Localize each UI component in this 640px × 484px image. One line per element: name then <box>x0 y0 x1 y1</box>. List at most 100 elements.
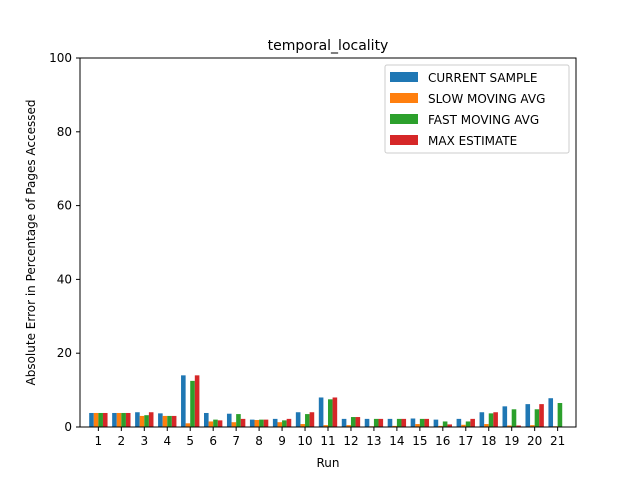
bar-slow-moving-avg-run-15 <box>415 424 420 427</box>
x-tick-label: 18 <box>481 434 496 448</box>
bar-slow-moving-avg-run-3 <box>139 415 145 427</box>
x-tick-label: 4 <box>163 434 171 448</box>
bar-max-estimate-run-15 <box>424 418 430 427</box>
x-tick-label: 8 <box>255 434 263 448</box>
bar-fast-moving-avg-run-2 <box>121 412 126 427</box>
bar-max-estimate-run-12 <box>355 417 361 427</box>
x-tick-label: 16 <box>435 434 450 448</box>
bar-max-estimate-run-7 <box>240 418 246 427</box>
bar-fast-moving-avg-run-15 <box>419 418 425 427</box>
x-tick-label: 11 <box>320 434 335 448</box>
bar-max-estimate-run-14 <box>401 418 407 427</box>
x-tick-label: 19 <box>504 434 519 448</box>
bar-fast-moving-avg-run-12 <box>350 417 356 427</box>
bar-fast-moving-avg-run-21 <box>557 403 563 427</box>
bar-fast-moving-avg-run-6 <box>213 419 218 427</box>
bar-slow-moving-avg-run-20 <box>530 425 535 427</box>
x-axis-label: Run <box>316 456 339 470</box>
bar-max-estimate-run-20 <box>539 404 544 427</box>
bar-slow-moving-avg-run-4 <box>162 415 168 427</box>
bar-slow-moving-avg-run-19 <box>507 425 512 427</box>
x-tick-label: 15 <box>412 434 427 448</box>
x-tick-label: 7 <box>232 434 240 448</box>
bar-max-estimate-run-5 <box>194 375 200 427</box>
bar-current-sample-run-11 <box>318 397 324 427</box>
bar-slow-moving-avg-run-11 <box>323 425 328 427</box>
legend-box <box>384 64 570 154</box>
bar-max-estimate-run-6 <box>217 420 223 427</box>
bar-fast-moving-avg-run-1 <box>98 412 103 427</box>
bar-max-estimate-run-4 <box>171 415 177 427</box>
bar-max-estimate-run-2 <box>125 412 131 427</box>
bar-fast-moving-avg-run-7 <box>236 414 241 427</box>
bar-current-sample-run-1 <box>89 412 94 427</box>
bar-max-estimate-run-18 <box>493 412 498 427</box>
chart-title: temporal_locality <box>268 38 389 54</box>
x-tick-label: 2 <box>118 434 126 448</box>
legend-swatch-max-estimate <box>390 135 418 145</box>
bar-current-sample-run-17 <box>456 418 462 427</box>
bar-current-sample-run-16 <box>433 419 439 427</box>
y-tick-label: 100 <box>49 51 72 65</box>
legend-label: SLOW MOVING AVG <box>428 92 545 106</box>
x-tick-label: 13 <box>366 434 381 448</box>
legend: CURRENT SAMPLE SLOW MOVING AVG FAST MOVING… <box>384 64 570 154</box>
bar-current-sample-run-6 <box>204 412 209 427</box>
y-axis: 0 20 40 60 80 100 <box>49 51 80 434</box>
x-tick-label: 14 <box>389 434 404 448</box>
bar-max-estimate-run-16 <box>447 424 452 427</box>
bar-current-sample-run-2 <box>112 412 117 427</box>
bar-current-sample-run-5 <box>181 375 186 427</box>
bar-current-sample-run-4 <box>158 413 163 427</box>
bar-current-sample-run-18 <box>479 412 485 427</box>
y-tick-label: 0 <box>64 420 72 434</box>
bar-fast-moving-avg-run-14 <box>396 418 402 427</box>
x-tick-label: 5 <box>186 434 194 448</box>
bar-slow-moving-avg-run-18 <box>484 424 489 427</box>
bar-current-sample-run-10 <box>295 412 301 427</box>
bar-max-estimate-run-8 <box>263 419 269 427</box>
legend-swatch-fast-moving-avg <box>390 114 418 124</box>
x-tick-label: 1 <box>95 434 103 448</box>
bar-current-sample-run-8 <box>249 419 255 427</box>
bar-current-sample-run-14 <box>387 418 393 427</box>
bar-fast-moving-avg-run-18 <box>488 413 494 427</box>
bar-current-sample-run-21 <box>548 398 554 427</box>
bar-max-estimate-run-3 <box>148 412 154 427</box>
legend-swatch-slow-moving-avg <box>390 93 418 103</box>
bar-slow-moving-avg-run-8 <box>254 419 260 427</box>
bar-fast-moving-avg-run-4 <box>167 415 172 427</box>
bar-slow-moving-avg-run-14 <box>392 425 397 427</box>
bar-fast-moving-avg-run-11 <box>328 399 333 427</box>
x-tick-label: 17 <box>458 434 473 448</box>
bar-current-sample-run-13 <box>364 418 370 427</box>
bar-slow-moving-avg-run-2 <box>116 412 122 427</box>
bar-fast-moving-avg-run-17 <box>465 421 471 427</box>
bar-current-sample-run-15 <box>410 418 416 427</box>
bar-max-estimate-run-17 <box>470 418 475 427</box>
bar-slow-moving-avg-run-6 <box>208 421 214 427</box>
bar-max-estimate-run-10 <box>309 412 315 427</box>
bars-group <box>89 375 563 428</box>
bar-current-sample-run-12 <box>341 418 347 427</box>
x-tick-label: 12 <box>343 434 358 448</box>
bar-fast-moving-avg-run-16 <box>442 421 448 427</box>
bar-fast-moving-avg-run-10 <box>305 414 310 427</box>
bar-slow-moving-avg-run-5 <box>185 423 191 427</box>
bar-slow-moving-avg-run-12 <box>346 425 351 427</box>
bar-slow-moving-avg-run-1 <box>93 412 99 427</box>
bar-fast-moving-avg-run-5 <box>190 380 195 428</box>
y-tick-label: 40 <box>57 272 72 286</box>
bar-fast-moving-avg-run-9 <box>282 420 287 427</box>
bar-fast-moving-avg-run-13 <box>373 418 379 427</box>
bar-fast-moving-avg-run-8 <box>259 419 264 427</box>
bar-max-estimate-run-11 <box>332 397 338 427</box>
bar-current-sample-run-20 <box>525 404 531 427</box>
bar-current-sample-run-7 <box>226 413 232 427</box>
bar-fast-moving-avg-run-19 <box>511 409 517 427</box>
bar-slow-moving-avg-run-9 <box>277 422 283 427</box>
bar-max-estimate-run-9 <box>286 418 292 427</box>
bar-slow-moving-avg-run-10 <box>300 424 306 427</box>
x-tick-label: 10 <box>297 434 312 448</box>
